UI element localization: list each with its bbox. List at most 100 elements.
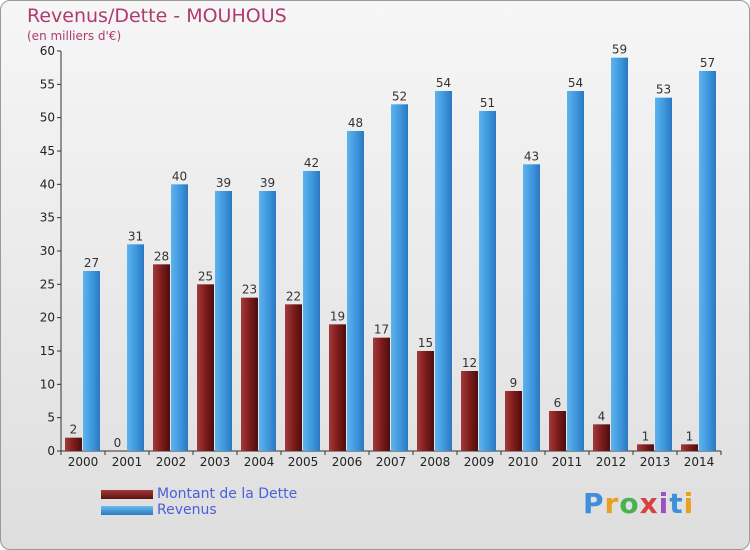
y-tick-label: 45 — [40, 144, 55, 158]
data-label-revenue: 53 — [656, 83, 671, 97]
y-tick-label: 15 — [40, 344, 55, 358]
legend-label-debt: Montant de la Dette — [157, 486, 298, 502]
y-tick-label: 20 — [40, 311, 55, 325]
data-label-debt: 22 — [286, 289, 301, 303]
chart-subtitle: (en milliers d'€) — [27, 29, 122, 43]
data-label-revenue: 39 — [216, 176, 231, 190]
logo-letter: t — [669, 487, 684, 520]
data-label-debt: 19 — [330, 309, 345, 323]
data-label-debt: 28 — [154, 249, 169, 263]
data-label-revenue: 27 — [84, 256, 99, 270]
bar-revenue — [699, 71, 716, 451]
logo-letter: o — [619, 487, 640, 520]
x-tick-label: 2008 — [420, 455, 451, 469]
x-tick-label: 2007 — [376, 455, 407, 469]
data-label-debt: 1 — [642, 429, 650, 443]
y-tick-label: 60 — [40, 44, 55, 58]
logo-letter: x — [639, 487, 659, 520]
data-label-revenue: 54 — [436, 76, 451, 90]
chart-bars — [65, 57, 716, 452]
bar-debt — [197, 284, 214, 451]
bar-debt — [505, 391, 522, 451]
logo-letter: P — [583, 487, 605, 520]
bar-revenue — [391, 104, 408, 451]
data-label-revenue: 54 — [568, 76, 583, 90]
bar-debt — [637, 444, 654, 451]
y-tick-label: 25 — [40, 277, 55, 291]
x-tick-label: 2010 — [508, 455, 539, 469]
bar-debt — [329, 324, 346, 451]
data-label-revenue: 31 — [128, 229, 143, 243]
bar-debt — [153, 264, 170, 451]
data-label-debt: 12 — [462, 356, 477, 370]
bar-revenue — [523, 164, 540, 452]
chart-title: Revenus/Dette - MOUHOUS — [27, 5, 287, 27]
y-tick-label: 55 — [40, 77, 55, 91]
data-label-debt: 15 — [418, 336, 433, 350]
bar-revenue — [171, 184, 188, 452]
proxiti-logo: Proxiti — [583, 487, 694, 520]
bar-debt — [373, 337, 390, 451]
y-tick-label: 30 — [40, 244, 55, 258]
logo-letter: i — [658, 487, 670, 520]
x-tick-label: 2012 — [596, 455, 627, 469]
bar-debt — [681, 444, 698, 451]
x-tick-label: 2013 — [640, 455, 671, 469]
logo-letter: i — [683, 487, 695, 520]
bar-revenue — [435, 91, 452, 451]
x-tick-label: 2006 — [332, 455, 363, 469]
data-label-debt: 1 — [686, 429, 694, 443]
data-label-revenue: 57 — [700, 56, 715, 70]
bar-debt — [417, 351, 434, 451]
bar-debt — [285, 304, 302, 451]
bar-revenue — [215, 191, 232, 451]
bar-revenue — [655, 97, 672, 452]
data-label-revenue: 52 — [392, 89, 407, 103]
y-tick-label: 50 — [40, 111, 55, 125]
data-label-revenue: 39 — [260, 176, 275, 190]
data-label-revenue: 40 — [172, 169, 187, 183]
legend-swatch-revenue — [101, 506, 153, 515]
y-tick-label: 40 — [40, 177, 55, 191]
legend-label-revenue: Revenus — [157, 502, 217, 518]
legend-swatch-debt — [101, 490, 153, 499]
data-label-revenue: 51 — [480, 96, 495, 110]
data-label-revenue: 48 — [348, 116, 363, 130]
bar-debt — [549, 411, 566, 451]
x-tick-label: 2002 — [156, 455, 187, 469]
bar-revenue — [83, 271, 100, 451]
bar-revenue — [127, 244, 144, 451]
bar-debt — [593, 424, 610, 451]
bar-revenue — [259, 191, 276, 451]
y-tick-label: 35 — [40, 211, 55, 225]
x-tick-label: 2009 — [464, 455, 495, 469]
bar-revenue — [567, 91, 584, 451]
bar-debt — [65, 437, 82, 451]
data-label-debt: 4 — [598, 409, 606, 423]
data-label-debt: 9 — [510, 376, 518, 390]
chart-data-labels: 2 0 28 25 23 22 19 17 15 12 9 6 4 1 1 27 31 40 39 39 42 48 52 5… — [70, 43, 715, 450]
data-label-debt: 23 — [242, 283, 257, 297]
x-tick-label: 2000 — [68, 455, 99, 469]
bar-debt — [241, 297, 258, 451]
x-tick-label: 2004 — [244, 455, 275, 469]
data-label-debt: 25 — [198, 269, 213, 283]
y-tick-label: 5 — [47, 411, 55, 425]
x-tick-label: 2014 — [684, 455, 715, 469]
data-label-debt: 2 — [70, 423, 78, 437]
bar-revenue — [479, 111, 496, 451]
y-tick-label: 10 — [40, 377, 55, 391]
bar-revenue — [347, 131, 364, 451]
x-tick-label: 2005 — [288, 455, 319, 469]
data-label-revenue: 59 — [612, 43, 627, 57]
data-label-revenue: 42 — [304, 156, 319, 170]
logo-letter: r — [604, 487, 620, 520]
bar-revenue — [611, 57, 628, 452]
bar-revenue — [303, 171, 320, 451]
x-tick-label: 2001 — [112, 455, 143, 469]
data-label-debt: 0 — [114, 436, 122, 450]
data-label-revenue: 43 — [524, 149, 539, 163]
data-label-debt: 6 — [554, 396, 562, 410]
